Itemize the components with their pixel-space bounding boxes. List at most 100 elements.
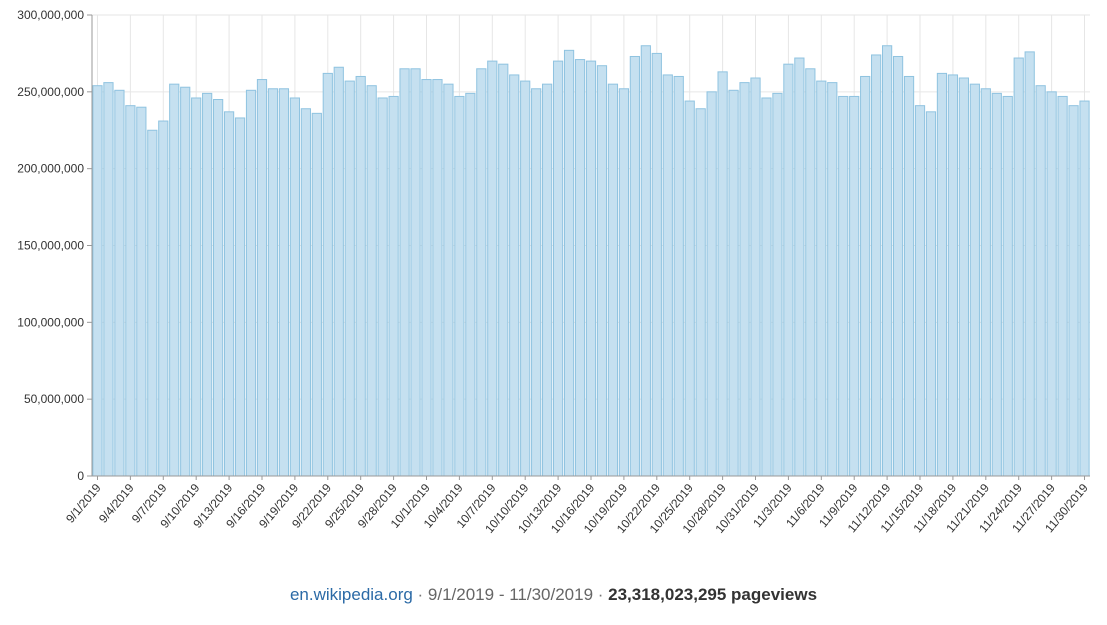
bar[interactable] [202, 92, 213, 477]
bar[interactable] [618, 88, 630, 477]
bar[interactable] [180, 86, 191, 477]
bar[interactable] [498, 63, 509, 477]
bar[interactable] [596, 65, 608, 477]
bar[interactable] [1057, 95, 1068, 477]
bar[interactable] [432, 79, 443, 477]
pageviews-chart: 0 50,000,000 100,000,000 150,000,000 200,000… [17, 8, 1091, 536]
bar[interactable] [925, 111, 937, 477]
bar[interactable] [903, 75, 915, 477]
bar[interactable] [750, 77, 761, 477]
bar[interactable] [542, 83, 553, 477]
bar[interactable] [213, 99, 224, 477]
bar[interactable] [980, 88, 991, 477]
bar[interactable] [1079, 100, 1090, 477]
bar[interactable] [761, 97, 772, 477]
bar[interactable] [388, 95, 399, 477]
bar[interactable] [772, 92, 783, 477]
bar[interactable] [410, 68, 421, 477]
bar[interactable] [1002, 95, 1013, 477]
bar[interactable] [509, 74, 520, 477]
bar[interactable] [706, 91, 717, 477]
bar[interactable] [114, 89, 125, 477]
bar[interactable] [169, 83, 180, 477]
bar[interactable] [563, 49, 575, 477]
bar[interactable] [267, 88, 279, 477]
bar[interactable] [728, 89, 739, 477]
bar[interactable] [399, 68, 410, 477]
bar[interactable] [882, 45, 893, 477]
y-tick-label: 250,000,000 [17, 85, 84, 99]
y-tick-label: 0 [77, 469, 84, 483]
bar[interactable] [487, 60, 498, 477]
bar[interactable] [695, 108, 706, 477]
bar[interactable] [300, 108, 311, 477]
y-tick-label: 50,000,000 [24, 392, 84, 406]
date-range: 9/1/2019 - 11/30/2019 [427, 585, 594, 604]
bar[interactable] [662, 74, 673, 477]
bar[interactable] [454, 95, 465, 477]
bar[interactable] [531, 88, 542, 477]
bar[interactable] [256, 79, 268, 477]
bar[interactable] [640, 45, 651, 477]
bar[interactable] [552, 60, 564, 477]
bar[interactable] [520, 80, 531, 477]
bar[interactable] [191, 97, 202, 477]
bar[interactable] [827, 82, 838, 477]
y-tick-label: 100,000,000 [17, 315, 84, 329]
bar[interactable] [223, 111, 235, 477]
bar[interactable] [914, 105, 926, 477]
bar[interactable] [607, 83, 619, 477]
bar[interactable] [816, 80, 827, 477]
bar[interactable] [103, 82, 114, 477]
bar[interactable] [838, 95, 849, 477]
bar-chart-svg: 0 50,000,000 100,000,000 150,000,000 200,000… [17, 8, 1091, 536]
y-tick-label: 300,000,000 [17, 8, 84, 22]
bar[interactable] [1024, 51, 1035, 477]
bar[interactable] [673, 75, 684, 477]
bar[interactable] [574, 59, 586, 477]
bar[interactable] [366, 85, 377, 477]
bar[interactable] [377, 97, 388, 477]
bar[interactable] [860, 75, 871, 477]
bar[interactable] [158, 120, 169, 477]
bar[interactable] [245, 89, 257, 477]
bar[interactable] [125, 105, 136, 477]
bar[interactable] [892, 55, 904, 477]
bar[interactable] [871, 54, 882, 477]
bar[interactable] [92, 85, 103, 477]
bar[interactable] [278, 88, 290, 477]
bar[interactable] [849, 95, 860, 477]
bar[interactable] [585, 60, 597, 477]
bar[interactable] [1068, 105, 1079, 477]
bar[interactable] [805, 68, 816, 477]
bar[interactable] [311, 112, 322, 477]
bar[interactable] [355, 75, 366, 477]
bar[interactable] [936, 72, 948, 477]
bar[interactable] [1013, 57, 1024, 477]
bar[interactable] [476, 68, 487, 477]
bar[interactable] [991, 92, 1002, 477]
bar[interactable] [322, 72, 333, 477]
bar[interactable] [739, 82, 750, 477]
bar[interactable] [333, 66, 344, 477]
bar[interactable] [1046, 91, 1057, 477]
bar[interactable] [147, 129, 158, 477]
bar[interactable] [783, 63, 794, 477]
bar[interactable] [958, 77, 969, 477]
bar[interactable] [421, 79, 432, 477]
bar[interactable] [794, 57, 805, 477]
bar[interactable] [651, 52, 662, 477]
bar[interactable] [443, 83, 454, 477]
bar[interactable] [1035, 85, 1046, 477]
bar[interactable] [717, 71, 728, 477]
bar[interactable] [947, 74, 959, 477]
bar[interactable] [629, 55, 640, 477]
project-link[interactable]: en.wikipedia.org [289, 585, 413, 604]
bar[interactable] [136, 106, 147, 477]
bar[interactable] [684, 100, 695, 477]
bar[interactable] [289, 97, 300, 477]
bar[interactable] [465, 92, 476, 477]
bar[interactable] [234, 117, 246, 477]
bar[interactable] [344, 80, 355, 477]
bar[interactable] [969, 83, 980, 477]
